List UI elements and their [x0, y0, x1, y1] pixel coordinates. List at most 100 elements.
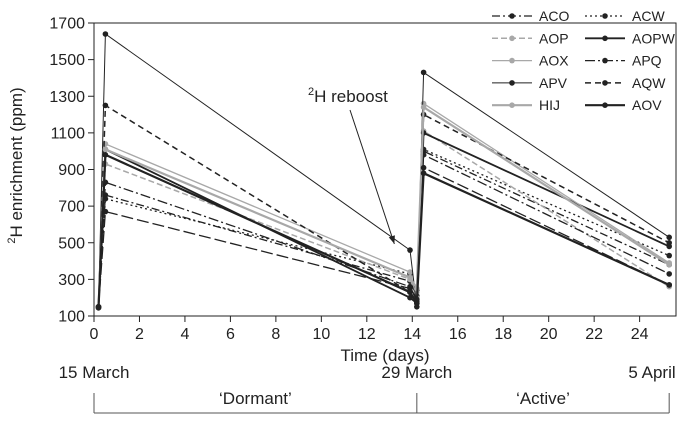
x-tick-label: 10	[312, 326, 330, 343]
legend-label: AOV	[632, 97, 662, 113]
legend-item-apv: APV	[492, 75, 568, 91]
legend-marker	[602, 102, 608, 108]
data-point	[407, 285, 413, 292]
data-point	[414, 296, 420, 303]
x-axis-label: Time (days)	[340, 346, 429, 365]
x-tick-label: 4	[180, 326, 189, 343]
legend-item-hij: HIJ	[492, 97, 560, 113]
data-point	[407, 247, 413, 253]
legend-item-acw: ACW	[585, 8, 665, 24]
plot-area	[93, 22, 677, 317]
annotation-label: 2H reboost	[308, 86, 388, 106]
y-tick-label: 1300	[49, 89, 85, 106]
legend-item-aov: AOV	[585, 97, 662, 113]
data-point	[666, 240, 672, 246]
y-tick-label: 500	[58, 235, 85, 252]
data-point	[666, 282, 672, 288]
legend-marker	[509, 35, 515, 42]
legend-label: APQ	[632, 53, 662, 69]
timeline-period: ‘Active’	[516, 389, 570, 408]
series-aopw	[95, 130, 672, 310]
data-point	[95, 304, 102, 310]
data-point	[666, 234, 672, 241]
data-point	[102, 152, 109, 158]
data-point	[666, 261, 672, 268]
legend-label: AQW	[632, 75, 666, 91]
series-aov-dash	[95, 164, 672, 310]
annotation-arrowhead	[388, 235, 395, 244]
legend-item-aqw: AQW	[585, 75, 666, 91]
legend-item-apq: APQ	[585, 53, 662, 69]
annotation-superscript: 2	[308, 86, 314, 98]
timeline: 15 March 29 March 5 April ‘Dormant’ ‘Active’	[59, 363, 676, 414]
y-tick-label: 1500	[49, 52, 85, 69]
legend-item-aox: AOX	[492, 53, 569, 69]
data-point	[102, 208, 109, 215]
x-tick-label: 24	[631, 326, 649, 343]
x-tick-label: 14	[403, 326, 421, 343]
legend-label: AOPW	[632, 30, 676, 46]
legend-marker	[602, 80, 608, 86]
series-line	[97, 166, 670, 307]
data-point	[102, 146, 109, 153]
timeline-date: 5 April	[628, 363, 675, 382]
series-line	[97, 150, 670, 307]
data-point	[420, 104, 427, 110]
legend-label: ACW	[632, 8, 665, 24]
legend-item-aco: ACO	[492, 8, 569, 24]
legend: ACO ACW AOP AOPW AOX APQ APV AQW HIJ AOV	[492, 8, 676, 113]
data-point	[666, 252, 672, 259]
data-point	[420, 69, 427, 76]
data-point	[666, 271, 672, 277]
legend-marker	[602, 13, 608, 19]
legend-marker	[602, 57, 608, 64]
reboost-annotation: 2H reboost	[308, 86, 395, 245]
data-point	[102, 31, 109, 37]
legend-label: HIJ	[539, 97, 560, 113]
legend-marker	[509, 13, 515, 19]
y-tick-label: 700	[58, 199, 85, 216]
y-tick-label: 100	[58, 309, 85, 326]
series-aqw	[95, 102, 672, 310]
series-aop	[95, 128, 672, 310]
y-tick-label: 1100	[51, 125, 86, 142]
x-tick-label: 22	[585, 326, 603, 343]
legend-label: AOX	[539, 53, 569, 69]
x-tick-label: 12	[358, 326, 376, 343]
series-aox	[95, 100, 672, 311]
data-point	[102, 102, 109, 109]
data-point	[420, 164, 427, 171]
timeline-date: 15 March	[59, 363, 130, 382]
legend-label: APV	[539, 75, 568, 91]
y-tick-label: 900	[58, 162, 85, 179]
annotation-text: H reboost	[314, 87, 388, 106]
data-point	[407, 274, 413, 281]
x-tick-label: 6	[226, 326, 235, 343]
legend-item-aopw: AOPW	[585, 30, 676, 46]
timeline-period: ‘Dormant’	[219, 389, 292, 408]
series-line	[97, 153, 670, 308]
x-tick-label: 16	[449, 326, 467, 343]
series-acw	[95, 146, 672, 311]
y-axis-label: 2H enrichment (ppm)	[6, 87, 26, 243]
x-tick-label: 18	[494, 326, 512, 343]
series-layer	[95, 31, 672, 311]
legend-item-aop: AOP	[492, 30, 569, 46]
series-line	[98, 33, 670, 307]
legend-label: ACO	[539, 8, 569, 24]
legend-marker	[509, 57, 515, 64]
annotation-arrow	[349, 109, 395, 245]
plot-frame	[93, 22, 677, 317]
x-tick-label: 0	[90, 326, 99, 343]
legend-marker	[509, 102, 515, 108]
data-point	[407, 269, 413, 275]
x-tick-label: 2	[135, 326, 144, 343]
legend-marker	[509, 80, 515, 86]
timeline-date: 29 March	[381, 363, 452, 382]
y-tick-label: 300	[58, 272, 85, 289]
x-tick-label: 20	[540, 326, 558, 343]
y-tick-label: 1700	[49, 16, 85, 33]
x-tick-label: 8	[271, 326, 280, 343]
